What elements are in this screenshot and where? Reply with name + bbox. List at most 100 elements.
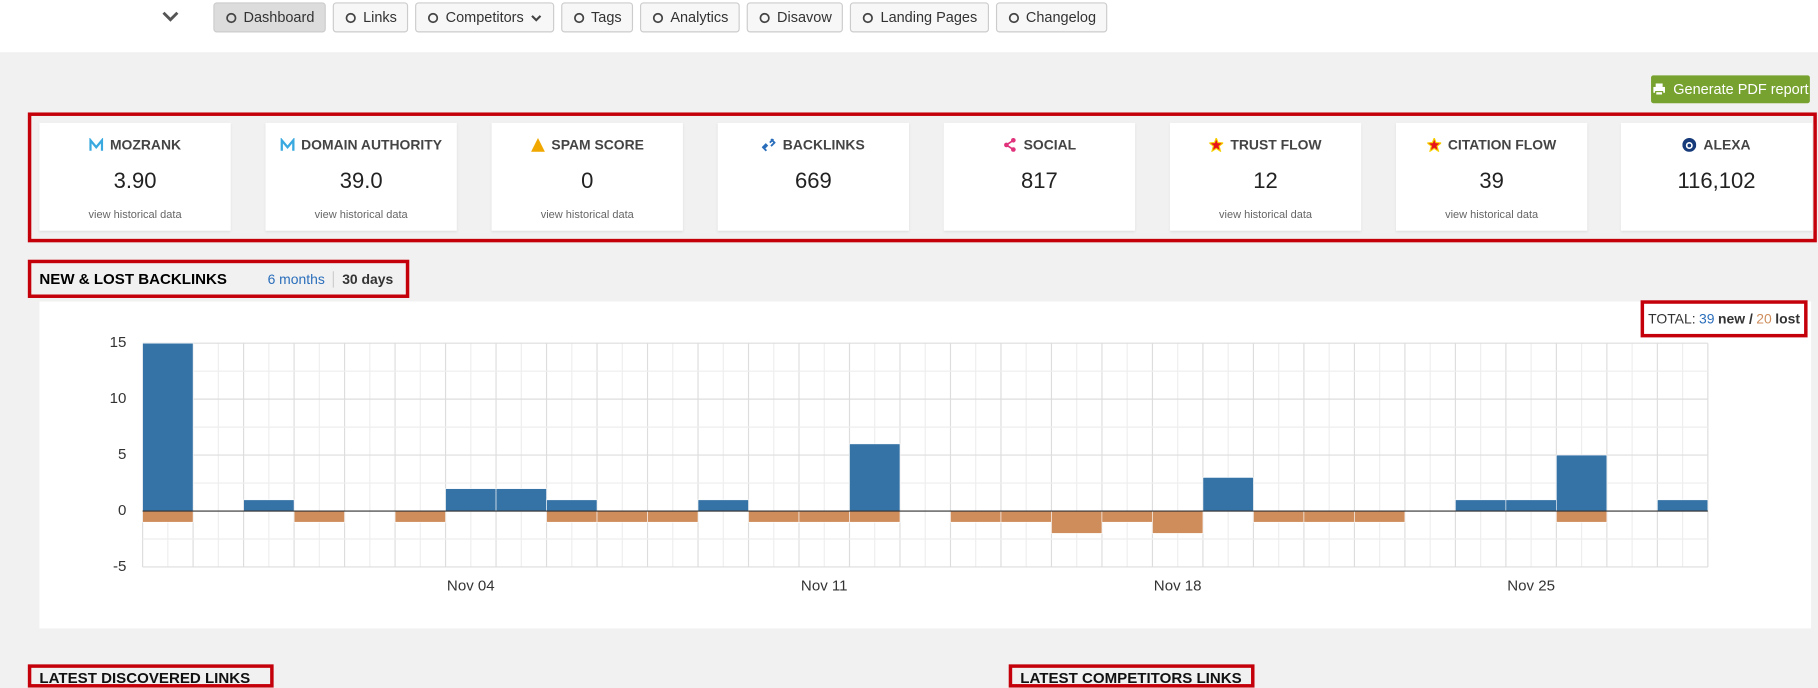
icon-shape: [1426, 137, 1441, 152]
nav-button[interactable]: Analytics: [640, 2, 740, 33]
bar: [1303, 510, 1355, 523]
nav-label: Landing Pages: [880, 9, 978, 26]
nav-icon: [428, 12, 439, 23]
metric-label-row: CITATION FLOW: [1396, 137, 1587, 153]
metric-icon: [280, 137, 295, 151]
icon-shape: [89, 137, 103, 151]
nav-label: Links: [363, 9, 397, 26]
total-lost-label: lost: [1775, 310, 1801, 327]
icon-shape: [1686, 142, 1693, 149]
metric-icon: [89, 137, 103, 151]
section-title: LATEST DISCOVERED LINKS: [27, 664, 274, 688]
history-link[interactable]: view historical data: [314, 208, 408, 222]
bar: [243, 499, 295, 512]
metric-card: ALEXA 116,102: [1620, 122, 1813, 231]
bar: [1657, 499, 1709, 512]
icon-shape: [226, 12, 237, 23]
nav-label: Competitors: [445, 9, 524, 26]
metric-label-row: MOZRANK: [39, 137, 230, 153]
period-tab[interactable]: 30 days: [332, 270, 393, 287]
period-tab[interactable]: 6 months: [267, 270, 325, 287]
nav-button[interactable]: Changelog: [995, 2, 1108, 33]
bar: [445, 488, 497, 512]
metric-label: SOCIAL: [1023, 136, 1077, 154]
metric-value: 669: [794, 169, 832, 194]
metric-label: BACKLINKS: [782, 136, 865, 154]
nav-icon: [573, 12, 584, 23]
metric-value: 817: [1021, 169, 1058, 194]
x-tick-label: Nov 04: [447, 578, 495, 595]
bar: [495, 488, 547, 512]
metric-value: 3.90: [113, 169, 157, 194]
bar: [1152, 510, 1204, 534]
icon-shape: [1008, 12, 1019, 23]
chart: -5 0 5 10 15 Nov 04 Nov 11 Nov 18 Nov 25: [110, 334, 1709, 595]
metric-card: MOZRANK 3.90 view historical data: [39, 122, 231, 231]
nav-icon: [759, 12, 770, 23]
icon-shape: [653, 12, 664, 23]
y-tick-label: 15: [110, 334, 127, 351]
icon-shape: [1682, 137, 1697, 152]
bar: [1000, 510, 1052, 523]
bar: [1505, 499, 1557, 512]
total-lost: 20: [1756, 310, 1772, 327]
bar: [546, 499, 598, 512]
top-bar: Dashboard Links Competitors Tags Analytics Di…: [0, 0, 1818, 53]
bar: [142, 342, 194, 512]
bar: [748, 510, 800, 523]
bar: [1556, 454, 1608, 512]
y-tick-label: -5: [113, 558, 126, 575]
y-tick-label: 5: [118, 446, 126, 463]
bar: [596, 510, 648, 523]
nav-label: Analytics: [670, 9, 729, 26]
bar: [697, 499, 749, 512]
nav-label: Dashboard: [243, 9, 315, 26]
metric-label-row: ALEXA: [1621, 137, 1812, 153]
nav-icon: [345, 12, 357, 23]
total-summary: TOTAL: 39 new / 20 lost: [1640, 300, 1808, 338]
icon-shape: [863, 12, 874, 23]
generate-pdf-button[interactable]: Generate PDF report: [1651, 75, 1810, 104]
history-link[interactable]: view historical data: [88, 208, 182, 222]
metric-card: TRUST FLOW 12 view historical data: [1169, 122, 1362, 231]
metrics-highlight: [27, 112, 1817, 243]
collapse-chevron[interactable]: [162, 9, 179, 23]
bar: [293, 510, 345, 523]
metric-label-row: SPAM SCORE: [492, 137, 683, 153]
bar: [142, 510, 194, 523]
bar: [798, 510, 850, 523]
bar: [1051, 510, 1103, 534]
icon-shape: [1003, 142, 1009, 148]
metric-label-row: BACKLINKS: [718, 137, 909, 153]
y-tick-label: 10: [110, 390, 127, 407]
bar: [849, 443, 901, 512]
printer-icon: [1653, 83, 1666, 96]
nav-button[interactable]: Landing Pages: [850, 2, 989, 33]
icon-shape: [530, 14, 541, 22]
metric-card: DOMAIN AUTHORITY 39.0 view historical data: [265, 122, 457, 231]
icon-shape: [573, 12, 584, 23]
history-link[interactable]: view historical data: [1445, 208, 1539, 222]
nav-label: Changelog: [1025, 9, 1097, 26]
dropdown-chevron: [530, 14, 541, 22]
history-link[interactable]: view historical data: [540, 208, 634, 222]
metric-label: TRUST FLOW: [1230, 136, 1322, 154]
button-label: Generate PDF report: [1673, 81, 1809, 98]
nav-button[interactable]: Tags: [560, 2, 634, 33]
backlinks-header: NEW & LOST BACKLINKS 6 months 30 days: [27, 259, 410, 298]
icon-shape: [345, 12, 357, 23]
icon-shape: [759, 12, 770, 23]
nav-button[interactable]: Dashboard: [213, 2, 326, 33]
bar: [394, 510, 446, 523]
metric-label-row: TRUST FLOW: [1170, 137, 1361, 153]
nav-button[interactable]: Competitors: [415, 2, 554, 33]
metric-card: CITATION FLOW 39 view historical data: [1395, 122, 1588, 231]
nav-button[interactable]: Disavow: [746, 2, 844, 33]
nav-button[interactable]: Links: [332, 2, 409, 33]
metric-label: SPAM SCORE: [551, 136, 644, 154]
bar: [546, 510, 598, 523]
metric-icon: [761, 138, 776, 152]
history-link[interactable]: view historical data: [1218, 208, 1313, 222]
